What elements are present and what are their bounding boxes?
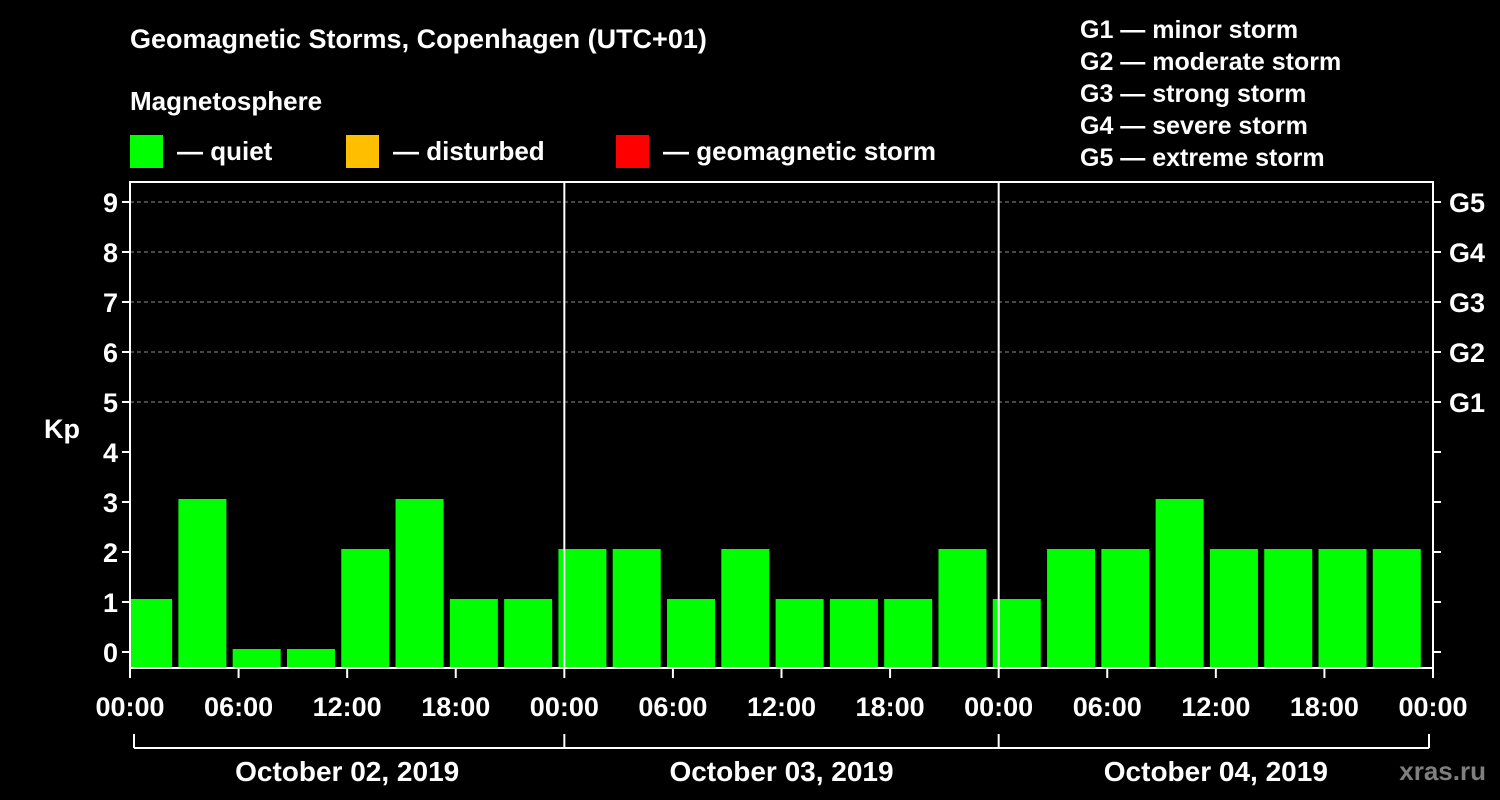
right-tick-label-G4: G4 [1449, 238, 1485, 268]
y-axis-label: Kp [44, 414, 80, 444]
storm-scale-g2: G2 — moderate storm [1080, 48, 1342, 76]
legend-label-storm: — geomagnetic storm [663, 135, 937, 166]
right-tick-label-G3: G3 [1449, 288, 1485, 318]
kp-bar-1 [178, 499, 227, 668]
kp-bar-23 [1372, 549, 1421, 668]
x-tick-label-1: 06:00 [204, 692, 273, 722]
y-tick-label-9: 9 [103, 188, 118, 218]
right-tick-label-G5: G5 [1449, 188, 1485, 218]
kp-bar-6 [449, 599, 498, 668]
y-tick-label-0: 0 [103, 638, 118, 668]
kp-bar-9 [612, 549, 661, 668]
x-tick-label-6: 12:00 [747, 692, 816, 722]
kp-bar-5 [395, 499, 444, 668]
x-tick-label-5: 06:00 [638, 692, 707, 722]
kp-bar-12 [775, 599, 824, 668]
legend-subtitle: Magnetosphere [130, 86, 323, 116]
x-tick-label-9: 06:00 [1073, 692, 1142, 722]
day-label-0: October 02, 2019 [235, 756, 459, 787]
legend-label-quiet: — quiet [177, 135, 273, 166]
kp-bar-4 [341, 549, 390, 668]
kp-bar-20 [1209, 549, 1258, 668]
kp-bar-8 [558, 549, 607, 668]
storm-scale-g5: G5 — extreme storm [1080, 144, 1325, 172]
kp-bar-18 [1101, 549, 1150, 668]
kp-bar-16 [992, 599, 1041, 668]
x-tick-label-3: 18:00 [421, 692, 490, 722]
x-tick-label-0: 00:00 [95, 692, 164, 722]
y-tick-label-1: 1 [103, 588, 118, 618]
kp-bar-22 [1318, 549, 1367, 668]
storm-scale-g4: G4 — severe storm [1080, 112, 1308, 140]
legend-item-storm: — geomagnetic storm [616, 134, 936, 168]
kp-bar-0 [130, 599, 173, 668]
day-label-1: October 03, 2019 [669, 756, 893, 787]
legend-label-disturbed: — disturbed [393, 135, 545, 166]
legend-item-disturbed: — disturbed [346, 134, 545, 168]
kp-bar-7 [504, 599, 553, 668]
y-tick-label-6: 6 [103, 338, 118, 368]
kp-bar-19 [1155, 499, 1204, 668]
storm-scale-g1: G1 — minor storm [1080, 16, 1299, 44]
x-tick-label-7: 18:00 [856, 692, 925, 722]
kp-bar-17 [1047, 549, 1096, 668]
x-tick-label-4: 00:00 [530, 692, 599, 722]
kp-bar-3 [286, 649, 335, 668]
y-tick-label-4: 4 [103, 438, 118, 468]
kp-bar-2 [232, 649, 281, 668]
right-tick-label-G1: G1 [1449, 388, 1485, 418]
x-tick-label-10: 12:00 [1181, 692, 1250, 722]
kp-bar-11 [721, 549, 770, 668]
y-tick-label-5: 5 [103, 388, 118, 418]
watermark: xras.ru [1399, 756, 1486, 786]
storm-scale-g3: G3 — strong storm [1080, 80, 1307, 108]
right-tick-label-G2: G2 [1449, 338, 1485, 368]
chart-title: Geomagnetic Storms, Copenhagen (UTC+01) [130, 24, 707, 54]
kp-bar-15 [938, 549, 987, 668]
y-tick-label-3: 3 [103, 488, 118, 518]
legend-swatch-disturbed [346, 134, 379, 168]
kp-bar-14 [884, 599, 933, 668]
legend-swatch-quiet [130, 134, 163, 168]
kp-bar-13 [829, 599, 878, 668]
legend-item-quiet: — quiet [130, 134, 272, 168]
y-tick-label-7: 7 [103, 288, 118, 318]
x-tick-label-12: 00:00 [1398, 692, 1467, 722]
x-tick-label-2: 12:00 [313, 692, 382, 722]
kp-bar-10 [667, 599, 716, 668]
x-tick-label-8: 00:00 [964, 692, 1033, 722]
y-tick-label-2: 2 [103, 538, 118, 568]
y-tick-label-8: 8 [103, 238, 118, 268]
legend-swatch-storm [616, 134, 649, 168]
storm-scale-legend: G1 — minor storm G2 — moderate storm G3 … [1080, 14, 1341, 174]
kp-bar-21 [1264, 549, 1313, 668]
x-tick-label-11: 18:00 [1290, 692, 1359, 722]
day-label-2: October 04, 2019 [1104, 756, 1328, 787]
